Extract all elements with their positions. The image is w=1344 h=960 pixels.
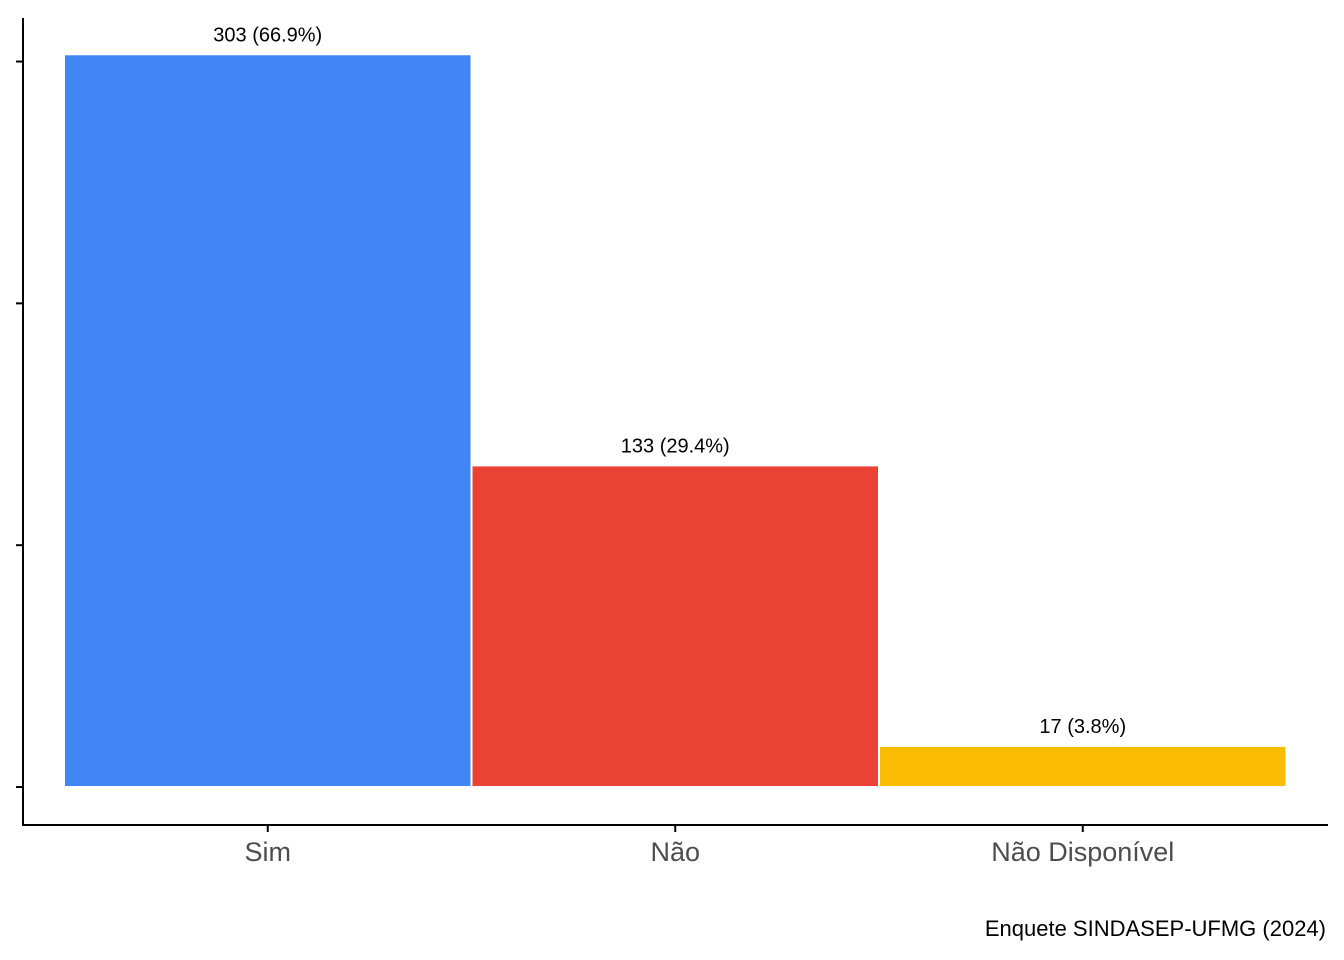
caption: Enquete SINDASEP-UFMG (2024): [985, 916, 1326, 941]
x-tick-label: Não: [650, 837, 700, 867]
bar: [878, 744, 1288, 789]
x-tick-label: Não Disponível: [991, 837, 1174, 867]
bar: [63, 53, 473, 789]
x-tick-label: Sim: [245, 837, 292, 867]
value-label: 303 (66.9%): [213, 25, 322, 47]
value-label: 133 (29.4%): [621, 436, 730, 458]
value-label: 17 (3.8%): [1039, 716, 1126, 738]
bar: [470, 464, 880, 789]
